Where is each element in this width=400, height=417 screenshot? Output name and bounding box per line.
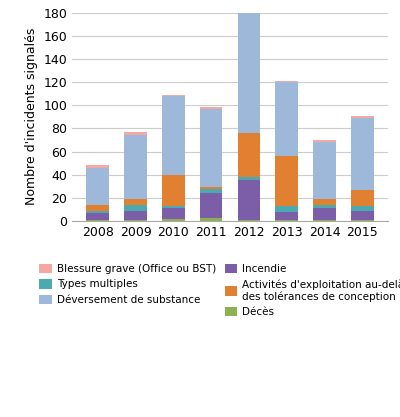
Bar [162, 96, 185, 175]
Bar [200, 108, 222, 109]
Bar [313, 205, 336, 208]
Bar [313, 208, 336, 220]
Bar [351, 220, 374, 221]
Bar [238, 0, 260, 9]
Bar [124, 220, 147, 221]
Legend: Blessure grave (Office ou BST), Types multiples, Déversement de substance, Incen: Blessure grave (Office ou BST), Types mu… [39, 264, 400, 317]
Bar [275, 81, 298, 82]
Bar [238, 220, 260, 221]
Bar [351, 206, 374, 211]
Bar [162, 175, 185, 206]
Bar [162, 206, 185, 208]
Bar [275, 82, 298, 156]
Bar [124, 135, 147, 199]
Y-axis label: Nombre d'incidents signalés: Nombre d'incidents signalés [25, 28, 38, 206]
Bar [200, 109, 222, 187]
Bar [86, 213, 109, 220]
Bar [313, 140, 336, 142]
Bar [162, 208, 185, 219]
Bar [351, 118, 374, 190]
Bar [200, 218, 222, 221]
Bar [313, 199, 336, 205]
Bar [200, 187, 222, 188]
Bar [162, 219, 185, 221]
Bar [200, 193, 222, 218]
Bar [86, 168, 109, 205]
Bar [238, 181, 260, 220]
Bar [275, 220, 298, 221]
Bar [162, 95, 185, 96]
Bar [238, 9, 260, 133]
Bar [313, 220, 336, 221]
Bar [313, 142, 336, 199]
Bar [124, 211, 147, 220]
Bar [275, 206, 298, 212]
Bar [351, 190, 374, 206]
Bar [238, 177, 260, 181]
Bar [86, 220, 109, 221]
Bar [275, 156, 298, 206]
Bar [124, 205, 147, 211]
Bar [86, 211, 109, 213]
Bar [351, 211, 374, 220]
Bar [124, 199, 147, 205]
Bar [86, 166, 109, 168]
Bar [86, 205, 109, 211]
Bar [124, 132, 147, 135]
Bar [200, 188, 222, 193]
Bar [351, 116, 374, 118]
Bar [238, 133, 260, 177]
Bar [275, 212, 298, 220]
